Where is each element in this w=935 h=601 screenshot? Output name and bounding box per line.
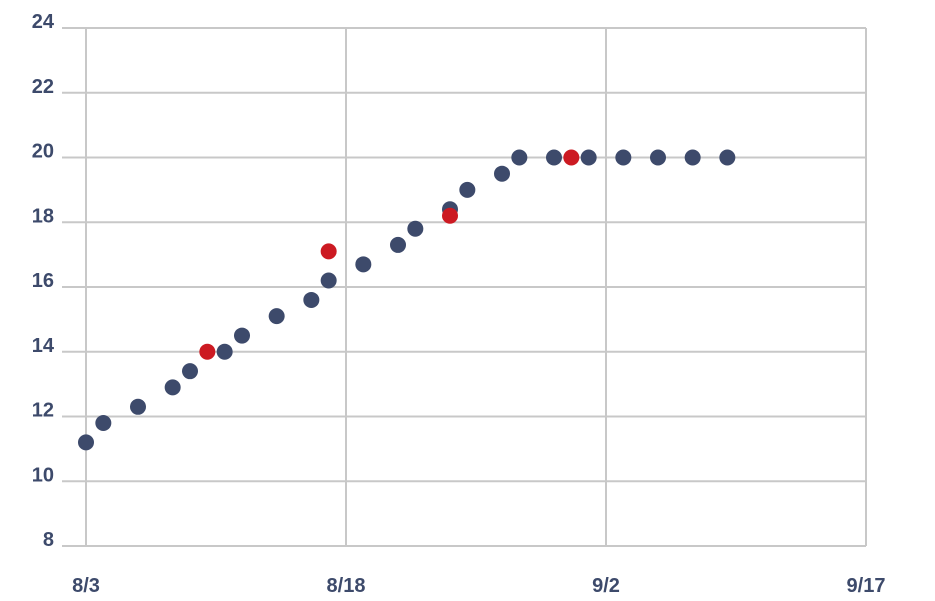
data-point-s0-22 xyxy=(719,149,736,166)
y-tick-label: 10 xyxy=(32,464,54,486)
data-point-s0-3 xyxy=(164,379,181,396)
data-point-s0-8 xyxy=(303,291,320,308)
data-point-s0-17 xyxy=(546,149,562,166)
y-tick-label: 24 xyxy=(32,11,55,33)
data-point-s0-7 xyxy=(268,308,285,325)
x-axis-ticks: 8/3 8/18 9/2 9/17 xyxy=(72,575,885,597)
data-point-s1-2 xyxy=(442,207,458,224)
x-tick-label: 8/18 xyxy=(327,575,366,597)
data-point-s0-18 xyxy=(580,149,597,166)
data-point-s0-5 xyxy=(216,343,233,360)
data-point-s0-1 xyxy=(95,414,112,431)
y-tick-label: 20 xyxy=(32,141,54,163)
grid xyxy=(62,27,867,547)
y-tick-label: 8 xyxy=(43,529,54,551)
data-point-s0-19 xyxy=(615,149,632,166)
x-tick-label: 9/17 xyxy=(847,575,886,597)
data-point-s0-9 xyxy=(320,272,337,289)
data-point-s0-12 xyxy=(407,220,424,237)
y-tick-label: 12 xyxy=(32,400,54,422)
data-point-s0-6 xyxy=(234,327,250,344)
y-axis-ticks: 8 10 12 14 16 18 20 22 24 xyxy=(32,11,55,551)
y-tick-label: 22 xyxy=(32,76,54,98)
y-tick-label: 14 xyxy=(32,335,55,357)
x-tick-label: 8/3 xyxy=(72,575,100,597)
data-point-s0-4 xyxy=(182,363,198,380)
data-point-s1-0 xyxy=(199,343,216,360)
data-point-s0-16 xyxy=(511,149,528,166)
data-point-s0-15 xyxy=(494,165,510,182)
data-point-s0-11 xyxy=(390,236,406,253)
data-point-s1-3 xyxy=(563,149,580,166)
data-point-s0-2 xyxy=(130,398,146,415)
y-tick-label: 18 xyxy=(32,205,54,227)
data-points xyxy=(78,149,736,451)
data-point-s0-10 xyxy=(355,256,372,273)
data-point-s0-0 xyxy=(78,434,94,451)
data-point-s0-14 xyxy=(459,181,476,198)
data-point-s0-21 xyxy=(684,149,701,166)
data-point-s1-1 xyxy=(320,243,337,260)
data-point-s0-20 xyxy=(650,149,666,166)
x-tick-label: 9/2 xyxy=(592,575,620,597)
y-tick-label: 16 xyxy=(32,270,54,292)
